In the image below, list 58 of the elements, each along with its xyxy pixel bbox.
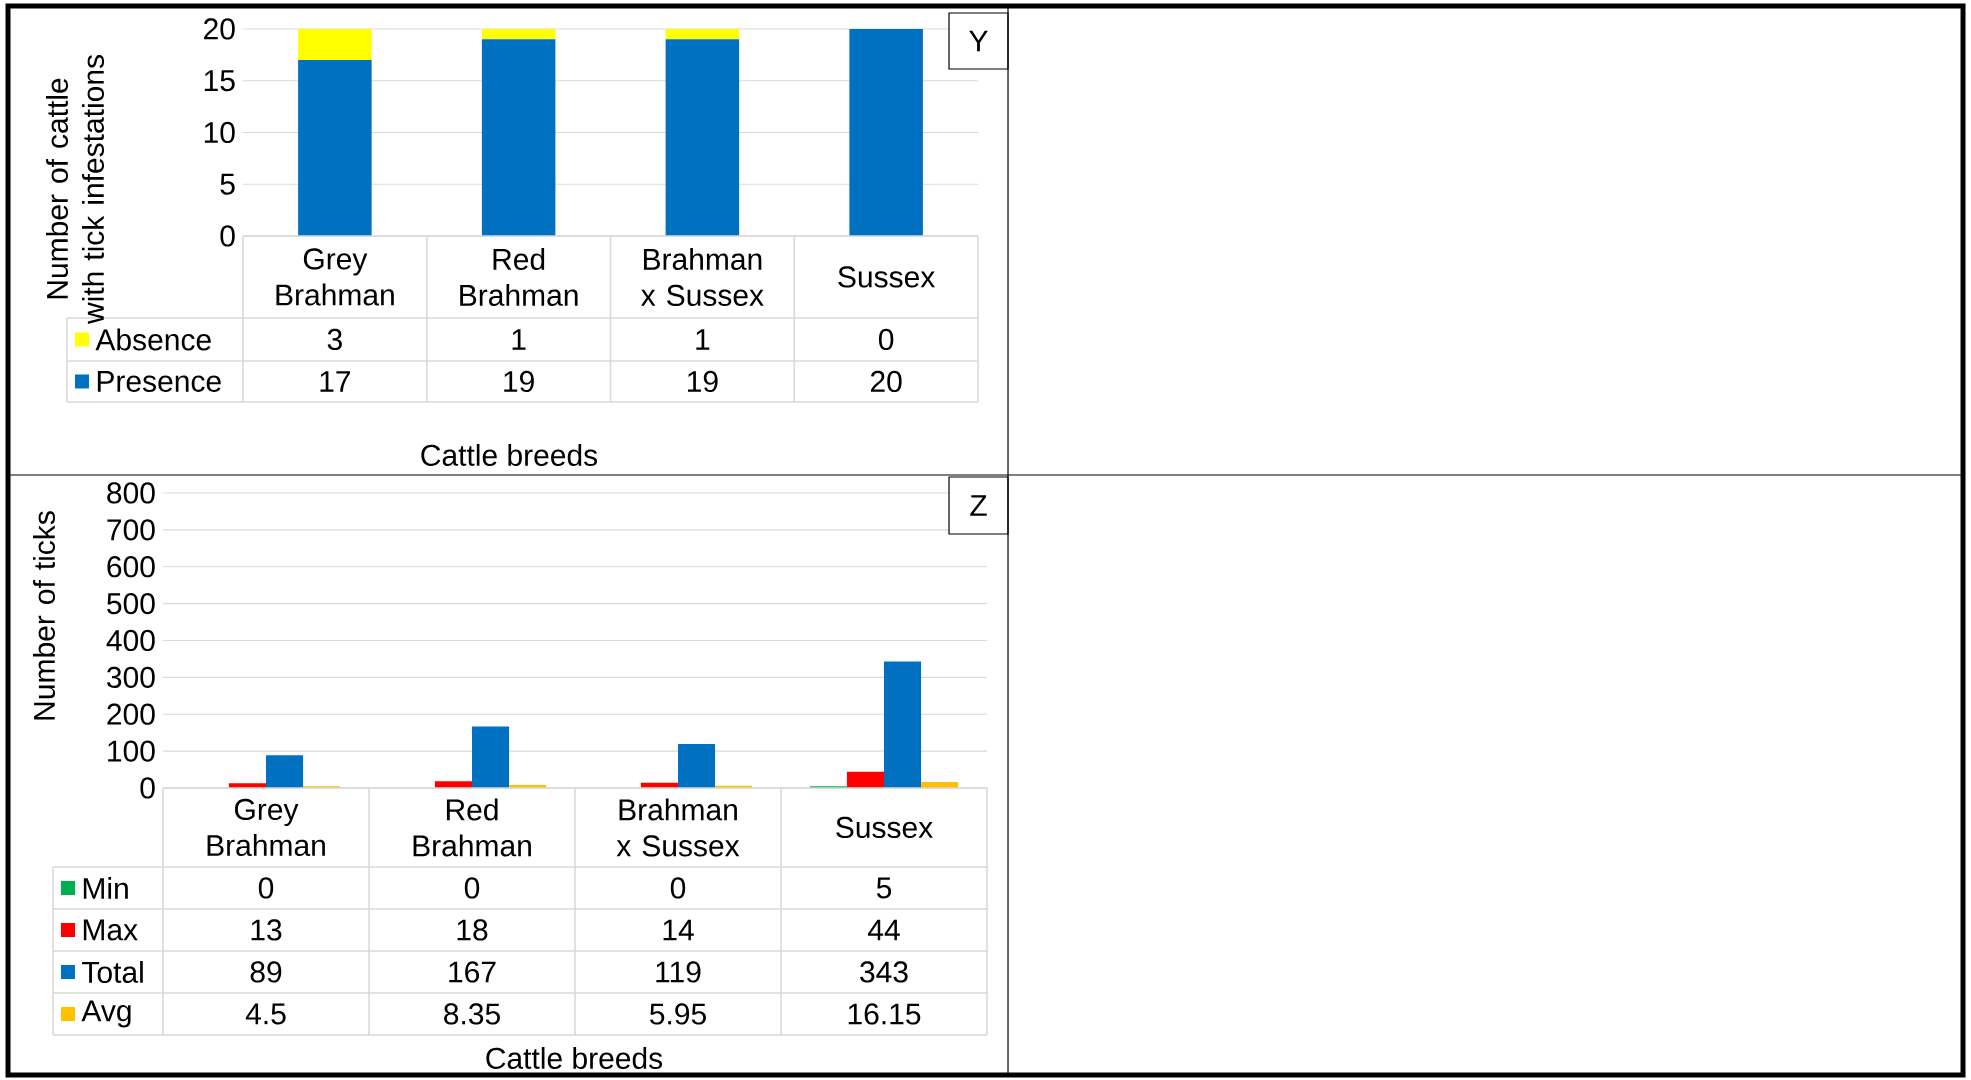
data-label: 13 <box>251 919 282 941</box>
data-label: 19 <box>504 370 534 393</box>
legend-label: Presence <box>97 371 221 392</box>
y-axis-title: Number of ticks <box>32 511 56 720</box>
data-label: 44 <box>868 919 900 941</box>
chart-title: Z <box>970 495 987 516</box>
x-tick-label: Brahman x Sussex <box>616 798 740 857</box>
x-tick-label: Grey Brahman <box>276 248 394 306</box>
data-label: 343 <box>860 961 908 983</box>
y-tick-label: 5 <box>220 173 235 195</box>
data-label: 16.15 <box>848 1003 921 1025</box>
y-axis-title: Number of cattle with tick infestations <box>45 55 105 325</box>
data-label: 0 <box>464 877 480 899</box>
y-tick-label: 0 <box>220 225 235 247</box>
y-tick-label: 100 <box>108 740 155 762</box>
data-label: 0 <box>878 328 894 351</box>
y-tick-label: 20 <box>204 18 235 40</box>
data-label: 18 <box>457 919 488 941</box>
data-label: 5 <box>876 877 892 899</box>
data-label: 19 <box>687 370 718 393</box>
x-tick-label: Sussex <box>838 266 935 288</box>
y-tick-label: 600 <box>107 556 155 578</box>
x-tick-label: Brahman x Sussex <box>641 247 764 306</box>
y-tick-label: 0 <box>140 777 155 799</box>
x-tick-label: Sussex <box>836 816 933 839</box>
x-tick-label: Red Brahman <box>413 798 531 857</box>
data-label: 167 <box>449 961 496 983</box>
data-label: 3 <box>327 328 342 351</box>
legend-label: Total <box>82 960 143 983</box>
y-tick-label: 400 <box>106 629 155 652</box>
x-axis-title: Cattle breeds <box>486 1046 663 1069</box>
chart-title: Y <box>969 30 988 52</box>
legend-label: Min <box>83 877 128 899</box>
data-label: 0 <box>258 877 274 899</box>
data-label: 89 <box>250 961 282 983</box>
legend-label: Absence <box>95 328 211 351</box>
legend-label: Avg <box>81 1000 131 1028</box>
legend-label: Max <box>83 919 138 941</box>
data-label: 20 <box>870 370 902 393</box>
data-label: 1 <box>512 329 526 350</box>
data-label: 119 <box>656 961 701 983</box>
data-label: 0 <box>670 877 686 899</box>
y-tick-label: 500 <box>107 592 155 615</box>
y-tick-label: 200 <box>107 703 155 725</box>
x-tick-label: Grey Brahman <box>207 798 325 857</box>
x-axis-title: Cattle breeds <box>421 443 598 466</box>
data-label: 1 <box>696 329 710 350</box>
data-label: 17 <box>320 371 351 392</box>
y-tick-label: 10 <box>204 121 235 144</box>
y-tick-label: 700 <box>107 519 155 541</box>
y-tick-label: 15 <box>204 70 235 92</box>
data-label: 4.5 <box>245 1003 286 1025</box>
data-label: 5.95 <box>650 1003 706 1025</box>
data-label: 8.35 <box>444 1003 500 1025</box>
data-label: 14 <box>663 919 694 941</box>
x-tick-label: Red Brahman <box>460 247 578 306</box>
y-tick-label: 800 <box>107 482 155 504</box>
y-tick-label: 300 <box>107 666 155 688</box>
